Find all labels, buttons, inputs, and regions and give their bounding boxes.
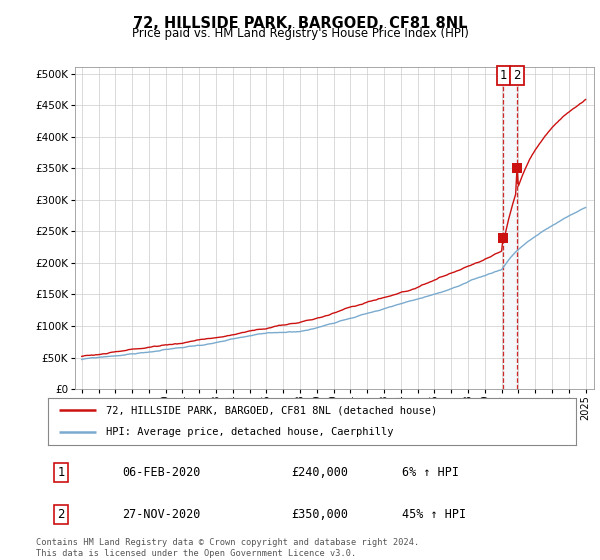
Text: 1: 1: [500, 69, 507, 82]
Text: Contains HM Land Registry data © Crown copyright and database right 2024.
This d: Contains HM Land Registry data © Crown c…: [36, 538, 419, 558]
Text: HPI: Average price, detached house, Caerphilly: HPI: Average price, detached house, Caer…: [106, 427, 394, 437]
Text: 27-NOV-2020: 27-NOV-2020: [122, 508, 200, 521]
Text: Price paid vs. HM Land Registry's House Price Index (HPI): Price paid vs. HM Land Registry's House …: [131, 27, 469, 40]
Text: £350,000: £350,000: [291, 508, 348, 521]
Text: 72, HILLSIDE PARK, BARGOED, CF81 8NL: 72, HILLSIDE PARK, BARGOED, CF81 8NL: [133, 16, 467, 31]
Text: 2: 2: [58, 508, 65, 521]
Text: 45% ↑ HPI: 45% ↑ HPI: [402, 508, 466, 521]
Text: 1: 1: [58, 466, 65, 479]
Text: 2: 2: [514, 69, 521, 82]
Text: 72, HILLSIDE PARK, BARGOED, CF81 8NL (detached house): 72, HILLSIDE PARK, BARGOED, CF81 8NL (de…: [106, 405, 437, 416]
Text: 6% ↑ HPI: 6% ↑ HPI: [402, 466, 459, 479]
Bar: [503, 67, 517, 389]
Text: 06-FEB-2020: 06-FEB-2020: [122, 466, 200, 479]
Text: £240,000: £240,000: [291, 466, 348, 479]
